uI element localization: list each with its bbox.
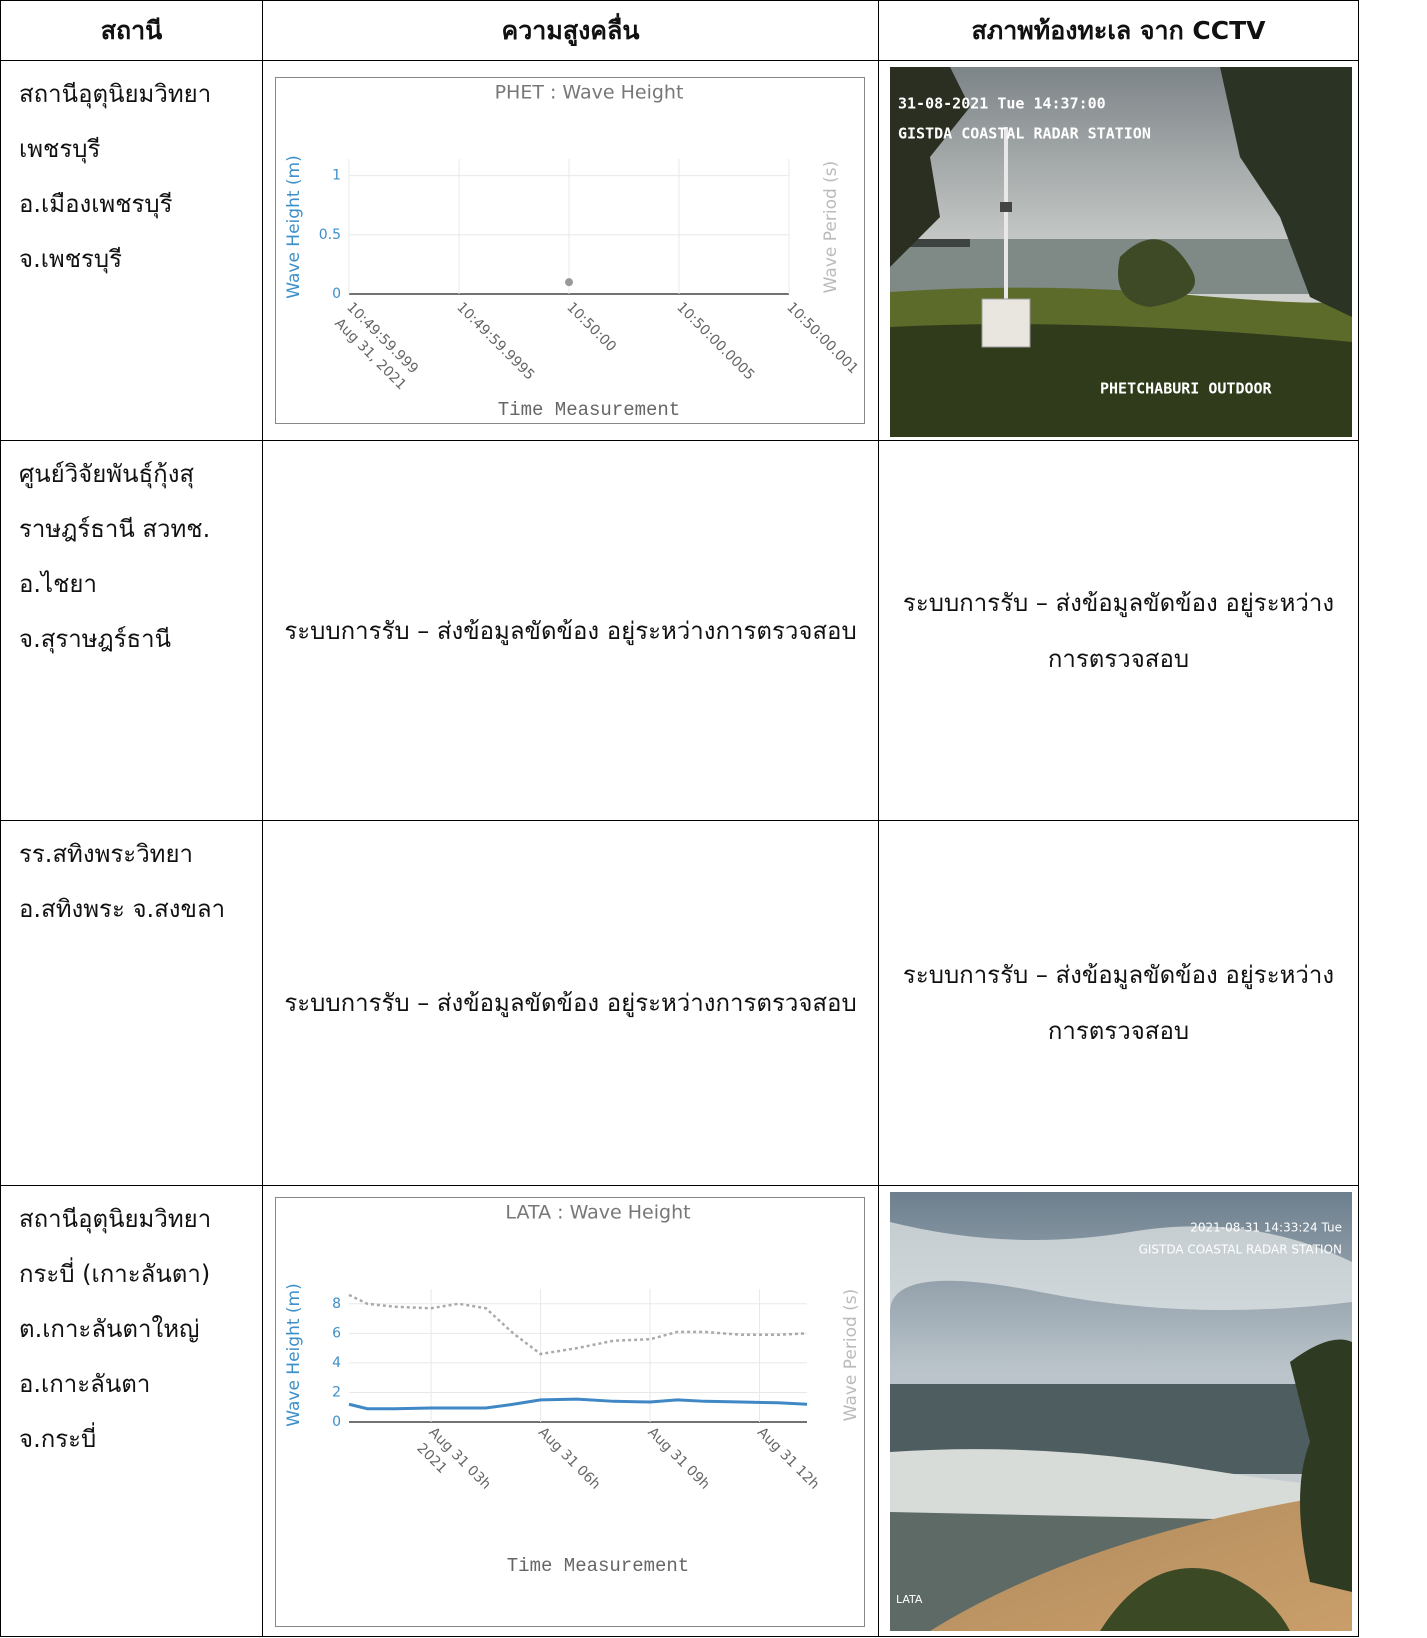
y-tick-label: 4 — [332, 1355, 341, 1371]
y-tick-label: 8 — [332, 1296, 341, 1312]
station-line: รร.สทิงพระวิทยา — [19, 840, 194, 868]
chart-frame — [275, 77, 865, 424]
cctv-cell: 2021-08-31 14:33:24 Tue GISTDA COASTAL R… — [879, 1186, 1358, 1636]
y2-axis-label: Wave Period (s) — [821, 161, 841, 294]
y-axis-label: Wave Height (m) — [284, 1283, 304, 1427]
station-line: สถานีอุตุนิยมวิทยา — [19, 1205, 212, 1233]
y-tick-label: 2 — [332, 1384, 341, 1400]
header-cell: สภาพท้องทะเล จาก CCTV — [879, 1, 1358, 60]
cctv-status: ระบบการรับ – ส่งข้อมูลขัดข้อง อยู่ระหว่า… — [879, 821, 1358, 1185]
cctv-location: PHETCHABURI OUTDOOR — [1100, 380, 1273, 398]
cctv-station-label: GISTDA COASTAL RADAR STATION — [898, 125, 1151, 143]
station-line: จ.เพชรบุรี — [19, 245, 123, 273]
wave-status: ระบบการรับ – ส่งข้อมูลขัดข้อง อยู่ระหว่า… — [263, 441, 878, 820]
wave-status: ระบบการรับ – ส่งข้อมูลขัดข้อง อยู่ระหว่า… — [263, 821, 878, 1185]
station-line: อ.สทิงพระ จ.สงขลา — [19, 895, 226, 923]
station-line: เพชรบุรี — [19, 135, 101, 163]
station-line: ราษฎร์ธานี สวทช. — [19, 515, 211, 543]
station-table: สถานี ความสูงคลื่น สภาพท้องทะเล จาก CCTV… — [0, 0, 1359, 1637]
station-line: อ.เมืองเพชรบุรี — [19, 190, 173, 218]
status-text: ระบบการรับ – ส่งข้อมูลขัดข้อง อยู่ระหว่า… — [902, 961, 1335, 1045]
chart-title: PHET : Wave Height — [495, 82, 684, 104]
header-cell: สถานี — [1, 1, 262, 60]
cctv-status: ระบบการรับ – ส่งข้อมูลขัดข้อง อยู่ระหว่า… — [879, 441, 1358, 820]
station-line: อ.เกาะลันตา — [19, 1370, 151, 1398]
station-cell: สถานีอุตุนิยมวิทยา เพชรบุรี อ.เมืองเพชรบ… — [1, 61, 262, 440]
status-text: ระบบการรับ – ส่งข้อมูลขัดข้อง อยู่ระหว่า… — [902, 588, 1335, 673]
cctv-station-label: GISTDA COASTAL RADAR STATION — [1139, 1243, 1342, 1257]
cctv-timestamp: 31-08-2021 Tue 14:37:00 — [898, 95, 1106, 113]
y-tick-label: 0 — [332, 286, 341, 302]
station-line: จ.กระบี่ — [19, 1425, 97, 1453]
y-axis-label: Wave Height (m) — [284, 155, 304, 299]
cctv-cell: 31-08-2021 Tue 14:37:00 GISTDA COASTAL R… — [879, 61, 1358, 440]
cctv-location: LATA — [896, 1593, 923, 1606]
station-cell: ศูนย์วิจัยพันธุ์กุ้งสุ ราษฎร์ธานี สวทช. … — [1, 441, 262, 820]
y-tick-label: 0 — [332, 1414, 341, 1430]
chart-frame — [275, 1197, 865, 1627]
y-tick-label: 1 — [332, 168, 341, 184]
cctv-image: 2021-08-31 14:33:24 Tue GISTDA COASTAL R… — [890, 1192, 1352, 1631]
series-line — [348, 1293, 808, 1356]
series-line — [348, 1397, 808, 1411]
cctv-image: 31-08-2021 Tue 14:37:00 GISTDA COASTAL R… — [890, 67, 1352, 437]
y-tick-label: 6 — [332, 1325, 341, 1341]
status-text: ระบบการรับ – ส่งข้อมูลขัดข้อง อยู่ระหว่า… — [284, 989, 857, 1017]
station-line: อ.ไชยา — [19, 570, 97, 598]
y2-axis-label: Wave Period (s) — [841, 1289, 861, 1422]
station-line: สถานีอุตุนิยมวิทยา — [19, 80, 212, 108]
y-tick-label: 0.5 — [319, 227, 341, 243]
station-cell: สถานีอุตุนิยมวิทยา กระบี่ (เกาะลันตา) ต.… — [1, 1186, 262, 1636]
chart-title: LATA : Wave Height — [505, 1202, 690, 1224]
wave-cell: LATA : Wave Height 0 2 4 6 8 Aug 31 03h 2021 Aug… — [263, 1186, 878, 1636]
station-line: ต.เกาะลันตาใหญ่ — [19, 1315, 200, 1343]
wave-cell: PHET : Wave Height 0 0.5 1 10:49:59.999 Aug 3… — [263, 61, 878, 440]
cctv-timestamp: 2021-08-31 14:33:24 Tue — [1190, 1221, 1342, 1235]
station-line: ศูนย์วิจัยพันธุ์กุ้งสุ — [19, 460, 195, 488]
station-line: จ.สุราษฎร์ธานี — [19, 625, 172, 653]
x-axis-label: Time Measurement — [507, 1555, 689, 1577]
status-text: ระบบการรับ – ส่งข้อมูลขัดข้อง อยู่ระหว่า… — [284, 616, 857, 645]
station-cell: รร.สทิงพระวิทยา อ.สทิงพระ จ.สงขลา — [1, 821, 262, 1185]
header-cell: ความสูงคลื่น — [263, 1, 878, 60]
station-line: กระบี่ (เกาะลันตา) — [19, 1260, 211, 1288]
x-axis-label: Time Measurement — [498, 399, 680, 421]
data-point — [565, 278, 573, 287]
